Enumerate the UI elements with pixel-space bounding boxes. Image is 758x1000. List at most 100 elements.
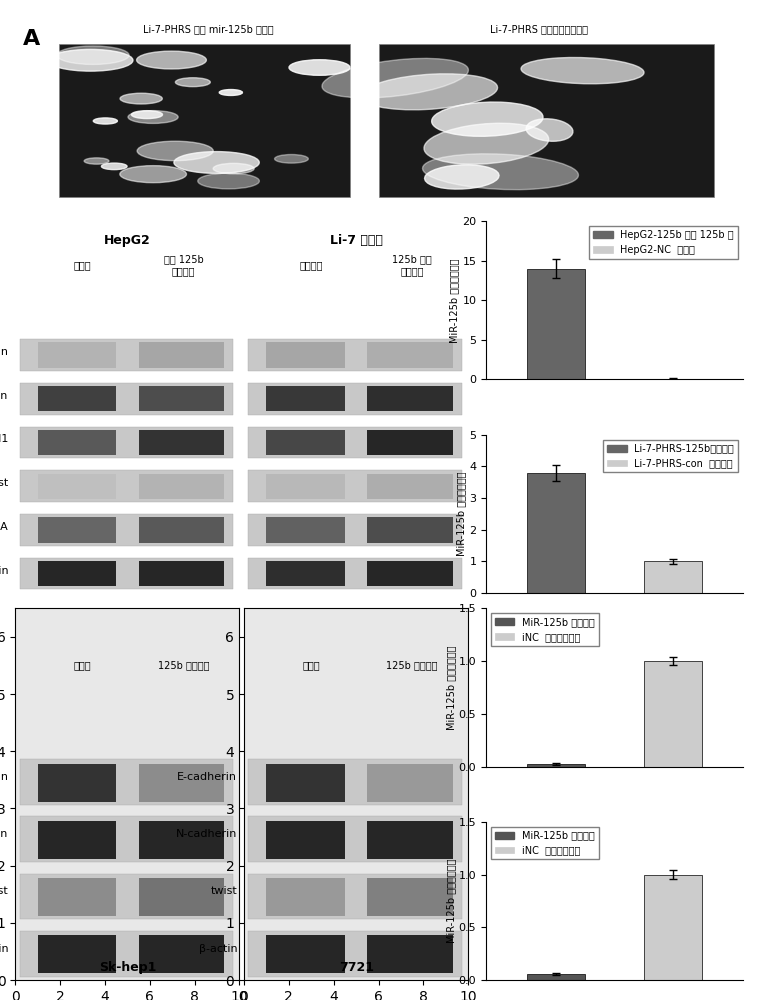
Bar [527, 974, 585, 980]
FancyBboxPatch shape [139, 561, 224, 586]
FancyBboxPatch shape [368, 430, 453, 455]
Bar [527, 269, 585, 379]
FancyBboxPatch shape [368, 342, 453, 368]
FancyBboxPatch shape [266, 386, 345, 411]
Circle shape [136, 51, 206, 69]
FancyBboxPatch shape [38, 474, 116, 499]
FancyBboxPatch shape [249, 383, 462, 415]
Text: 对照组: 对照组 [74, 260, 91, 270]
Text: Li-7-PHRS 稳转空载体细胞株: Li-7-PHRS 稳转空载体细胞株 [490, 24, 588, 34]
Bar [644, 875, 702, 980]
Text: Sk-hep1: Sk-hep1 [99, 961, 156, 974]
Y-axis label: MiR-125b 的相对表达値: MiR-125b 的相对表达値 [456, 472, 466, 556]
FancyBboxPatch shape [266, 878, 345, 916]
FancyBboxPatch shape [139, 430, 224, 455]
FancyBboxPatch shape [368, 878, 453, 916]
FancyBboxPatch shape [368, 517, 453, 543]
FancyBboxPatch shape [38, 430, 116, 455]
Circle shape [175, 78, 210, 87]
Text: E-cadherin: E-cadherin [177, 772, 237, 782]
FancyBboxPatch shape [139, 386, 224, 411]
Circle shape [289, 60, 350, 75]
Text: 对照组: 对照组 [302, 661, 320, 671]
Text: Snail1: Snail1 [0, 434, 8, 444]
Text: N-cadherin: N-cadherin [176, 829, 237, 839]
Ellipse shape [361, 74, 497, 110]
Bar [527, 764, 585, 767]
Text: N-cadherin: N-cadherin [0, 391, 8, 401]
FancyBboxPatch shape [368, 935, 453, 973]
Text: β-actin: β-actin [0, 566, 8, 576]
Legend: Li-7-PHRS-125b高表达组, Li-7-PHRS-con  空载体组: Li-7-PHRS-125b高表达组, Li-7-PHRS-con 空载体组 [603, 440, 738, 472]
Text: Li-7 稳转株: Li-7 稳转株 [330, 234, 383, 247]
Text: twist: twist [0, 886, 8, 896]
FancyBboxPatch shape [20, 874, 233, 919]
Circle shape [48, 49, 133, 71]
FancyBboxPatch shape [266, 430, 345, 455]
Circle shape [198, 173, 259, 189]
FancyBboxPatch shape [266, 517, 345, 543]
Text: 125b 载体
高表达组: 125b 载体 高表达组 [393, 254, 432, 276]
FancyBboxPatch shape [266, 561, 345, 586]
Ellipse shape [322, 58, 468, 98]
Circle shape [93, 118, 117, 124]
Text: 125b 抑制剂组: 125b 抑制剂组 [387, 661, 438, 671]
Text: 空载体组: 空载体组 [299, 260, 323, 270]
FancyBboxPatch shape [249, 931, 462, 977]
FancyBboxPatch shape [38, 517, 116, 543]
FancyBboxPatch shape [20, 759, 233, 805]
Text: 7721: 7721 [339, 961, 374, 974]
Legend: HepG2-125b 合成 125b 组, HepG2-NC  对照组: HepG2-125b 合成 125b 组, HepG2-NC 对照组 [590, 226, 738, 259]
FancyBboxPatch shape [59, 44, 350, 197]
FancyBboxPatch shape [38, 821, 116, 859]
FancyBboxPatch shape [249, 514, 462, 546]
Text: HepG2: HepG2 [104, 234, 151, 247]
FancyBboxPatch shape [20, 514, 233, 546]
Text: twist: twist [211, 886, 237, 896]
Bar [644, 561, 702, 593]
Circle shape [274, 155, 309, 163]
Text: A: A [23, 29, 39, 49]
Ellipse shape [521, 57, 644, 84]
FancyBboxPatch shape [249, 427, 462, 458]
FancyBboxPatch shape [249, 558, 462, 589]
FancyBboxPatch shape [249, 759, 462, 805]
FancyBboxPatch shape [20, 427, 233, 458]
FancyBboxPatch shape [20, 470, 233, 502]
Legend: MiR-125b 抑制剂组, iNC  抑制剂对照组: MiR-125b 抑制剂组, iNC 抑制剂对照组 [491, 613, 599, 646]
Ellipse shape [424, 123, 549, 164]
Text: Li-7-PHRS 稳转 mir-125b 细胞株: Li-7-PHRS 稳转 mir-125b 细胞株 [143, 24, 274, 34]
FancyBboxPatch shape [266, 474, 345, 499]
Ellipse shape [526, 119, 573, 141]
FancyBboxPatch shape [139, 764, 224, 802]
Circle shape [213, 163, 254, 174]
Text: N-cadherin: N-cadherin [0, 829, 8, 839]
Circle shape [137, 141, 213, 161]
Text: β-actin: β-actin [199, 944, 237, 954]
FancyBboxPatch shape [139, 878, 224, 916]
FancyBboxPatch shape [20, 383, 233, 415]
FancyBboxPatch shape [139, 474, 224, 499]
Text: Twist: Twist [0, 478, 8, 488]
Text: 合成 125b
高表达组: 合成 125b 高表达组 [164, 254, 203, 276]
Circle shape [131, 111, 162, 119]
Circle shape [174, 152, 259, 173]
Circle shape [219, 90, 243, 95]
Circle shape [102, 163, 127, 170]
FancyBboxPatch shape [368, 561, 453, 586]
Circle shape [128, 111, 178, 123]
Text: α-SMA: α-SMA [0, 522, 8, 532]
Circle shape [84, 158, 109, 164]
Text: 125b 抑制剂组: 125b 抑制剂组 [158, 661, 209, 671]
FancyBboxPatch shape [368, 821, 453, 859]
FancyBboxPatch shape [139, 935, 224, 973]
Circle shape [57, 46, 129, 64]
FancyBboxPatch shape [249, 874, 462, 919]
FancyBboxPatch shape [38, 935, 116, 973]
Text: E-cadherin: E-cadherin [0, 347, 8, 357]
FancyBboxPatch shape [139, 821, 224, 859]
FancyBboxPatch shape [249, 339, 462, 371]
FancyBboxPatch shape [266, 764, 345, 802]
Text: E-cadherin: E-cadherin [0, 772, 8, 782]
FancyBboxPatch shape [368, 764, 453, 802]
